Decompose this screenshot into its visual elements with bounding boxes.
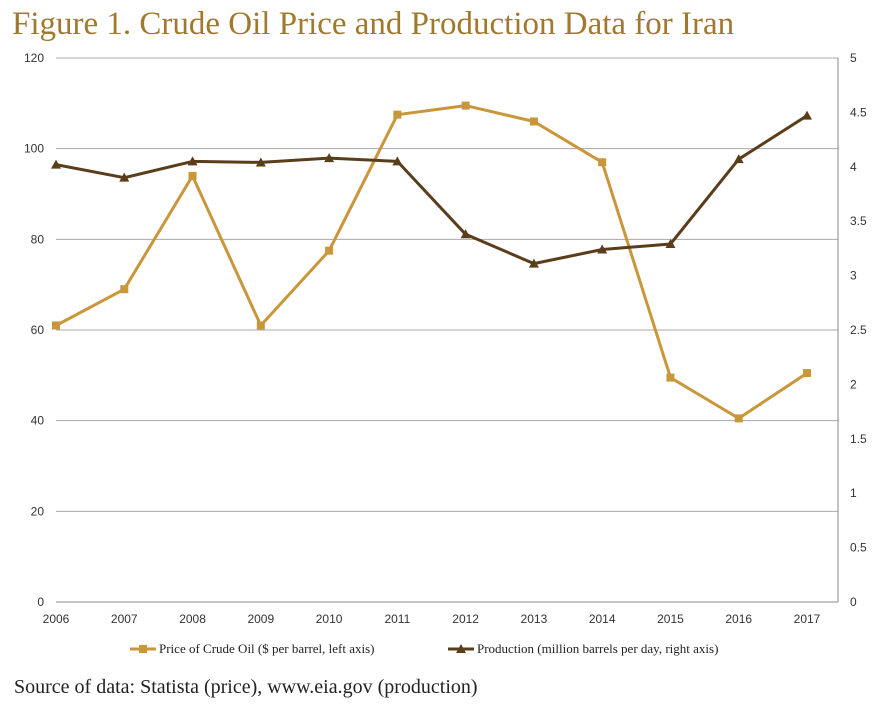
right-tick-label: 3.5	[850, 214, 867, 228]
legend: Price of Crude Oil ($ per barrel, left a…	[130, 641, 718, 656]
production-data-point	[733, 154, 744, 164]
production-data-point	[51, 159, 61, 169]
source-note: Source of data: Statista (price), www.ei…	[14, 676, 478, 698]
price-data-point	[803, 369, 811, 378]
right-tick-label: 2	[850, 377, 857, 391]
price-data-point	[52, 321, 60, 330]
production-data-point	[187, 156, 198, 166]
price-data-point	[461, 101, 470, 110]
production-legend-marker	[456, 644, 466, 653]
production-data-point	[392, 156, 403, 166]
price-legend-marker	[139, 645, 147, 653]
x-tick-label: 2009	[247, 612, 274, 626]
left-tick-label: 60	[31, 323, 45, 337]
right-tick-label: 3	[850, 269, 857, 283]
right-tick-label: 0	[850, 595, 857, 609]
production-data-point	[324, 153, 335, 163]
production-data-point	[665, 239, 676, 249]
left-tick-label: 0	[37, 595, 44, 609]
price-series-line	[55, 104, 808, 420]
price-data-point	[393, 110, 402, 119]
chart-title: Figure 1. Crude Oil Price and Production…	[12, 6, 735, 42]
price-data-point	[256, 321, 265, 330]
left-tick-label: 100	[24, 142, 44, 156]
left-axis-ticks: 0 20 40 60 80 100 120	[24, 51, 44, 609]
x-tick-label: 2006	[43, 612, 70, 626]
production-data-point	[597, 244, 608, 254]
x-tick-label: 2017	[794, 612, 821, 626]
right-tick-label: 1	[850, 486, 857, 500]
production-data-point	[119, 172, 130, 182]
right-tick-label: 1.5	[850, 432, 867, 446]
x-tick-label: 2012	[452, 612, 479, 626]
right-tick-label: 4.5	[850, 105, 867, 119]
price-data-point	[598, 158, 607, 167]
right-tick-label: 0.5	[850, 541, 867, 555]
x-tick-label: 2015	[657, 612, 684, 626]
right-tick-label: 4	[850, 160, 857, 174]
x-tick-label: 2013	[521, 612, 548, 626]
price-data-point	[734, 414, 743, 423]
left-tick-label: 120	[24, 51, 44, 65]
production-data-point	[802, 110, 812, 120]
right-axis-ticks: 0 0.5 1 1.5 2 2.5 3 3.5 4 4.5 5	[850, 51, 867, 609]
price-data-point	[325, 246, 334, 255]
price-data-point	[666, 373, 675, 382]
production-data-point	[255, 157, 266, 167]
price-data-point	[188, 171, 197, 180]
x-tick-label: 2010	[316, 612, 343, 626]
dual-axis-line-chart: 0 20 40 60 80 100 120 0 0.5 1 1.5 2 2.5 3 3.5 4 4.5 5 20…	[24, 51, 867, 656]
axes	[56, 58, 839, 603]
price-data-point	[120, 285, 129, 294]
x-tick-label: 2007	[111, 612, 138, 626]
x-tick-label: 2014	[589, 612, 616, 626]
production-legend-label: Production (million barrels per day, rig…	[477, 641, 718, 656]
x-tick-label: 2008	[179, 612, 206, 626]
left-tick-label: 80	[31, 232, 45, 246]
production-data-point	[460, 229, 471, 239]
price-data-point	[529, 117, 538, 126]
left-tick-label: 40	[31, 414, 45, 428]
right-tick-label: 5	[850, 51, 857, 65]
x-axis-ticks: 2006 2007 2008 2009 2010 2011 2012 2013 2014 2015…	[43, 612, 821, 626]
x-tick-label: 2011	[384, 612, 410, 626]
x-tick-label: 2016	[725, 612, 752, 626]
gridlines	[56, 57, 838, 512]
right-tick-label: 2.5	[850, 323, 867, 337]
production-data-point	[528, 258, 539, 268]
left-tick-label: 20	[31, 504, 45, 518]
production-series-line	[55, 114, 808, 266]
series-layer	[51, 101, 812, 423]
price-legend-label: Price of Crude Oil ($ per barrel, left a…	[159, 641, 375, 656]
